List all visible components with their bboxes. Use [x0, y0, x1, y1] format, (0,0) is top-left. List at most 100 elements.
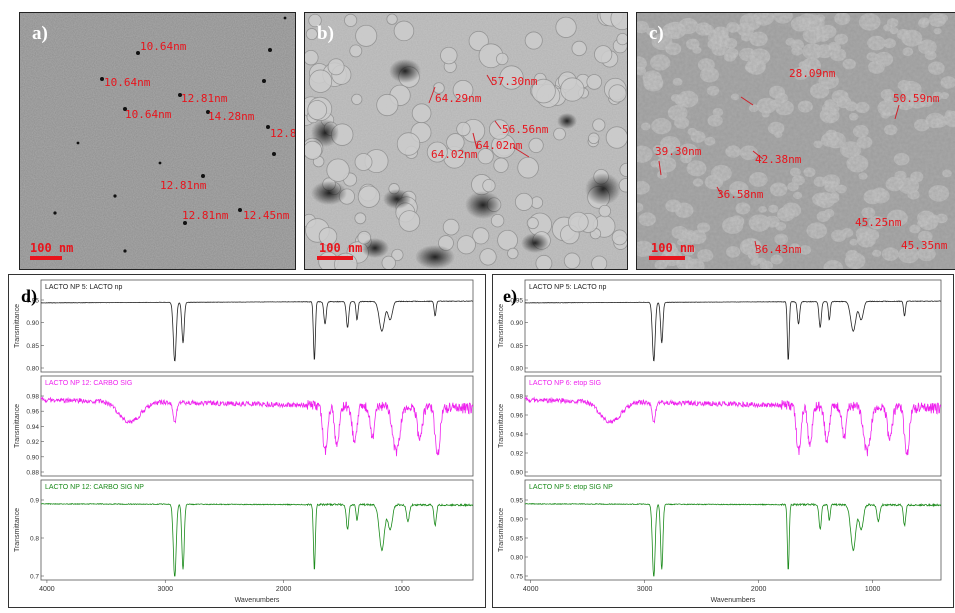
x-tick-label: 3000 [637, 586, 653, 593]
spectrum-trace [524, 300, 941, 362]
y-tick-label: 0.90 [26, 454, 39, 461]
y-tick-label: 0.92 [510, 451, 523, 458]
y-tick-label: 0.8 [30, 536, 39, 543]
y-tick-label: 0.90 [510, 320, 523, 327]
spectrum-frame [524, 375, 942, 477]
spectrum-title: LACTO NP 5: LACTO np [529, 284, 607, 291]
tem-image-c [637, 13, 955, 269]
spectrum-frame [40, 279, 474, 373]
y-axis-label: Transmittance [14, 404, 21, 448]
y-tick-label: 0.95 [510, 298, 523, 305]
x-tick-label: 1000 [865, 586, 881, 593]
panel-label-d: d) [21, 286, 38, 306]
x-tick-label: 4000 [39, 586, 55, 593]
y-tick-label: 0.94 [510, 432, 523, 439]
panel-label-a: a) [32, 23, 48, 44]
y-tick-label: 0.90 [510, 517, 523, 524]
spectrum-title: LACTO NP 12: CARBO SIG NP [45, 484, 144, 491]
scale-bar-label: 100 nm [651, 241, 695, 255]
ir-panel-d: LACTO NP 5: LACTO np 0.95 0.90 0.85 0.80 Tran… [8, 274, 486, 608]
measurement-label: 12.81nm [182, 209, 229, 222]
measurement-label: 12.81nm [160, 179, 207, 192]
measurement-label: 45.35nm [901, 239, 948, 252]
y-axis-label: Transmittance [498, 508, 505, 552]
measurement-label: 14.28nm [208, 110, 255, 123]
y-axis-label: Transmittance [14, 304, 21, 348]
measurement-label: 64.29nm [435, 92, 482, 105]
y-tick-label: 0.80 [510, 555, 523, 562]
spectrum-frame [40, 375, 474, 477]
particle-cluster [305, 13, 627, 269]
panel-label-b: b) [317, 23, 334, 44]
y-tick-label: 0.96 [26, 409, 39, 416]
spectrum-trace [40, 300, 473, 362]
y-tick-label: 0.80 [26, 366, 39, 373]
spectrum-title: LACTO NP 5: LACTO np [45, 284, 123, 291]
measurement-label: 10.64nm [104, 76, 151, 89]
measurement-label: 12.8 [270, 127, 296, 140]
y-tick-label: 0.95 [26, 298, 39, 305]
y-tick-label: 0.88 [26, 470, 39, 477]
scale-bar [30, 256, 62, 260]
y-tick-label: 0.80 [510, 366, 523, 373]
measurement-label: 64.02nm [431, 148, 478, 161]
spectrum-trace [524, 502, 942, 577]
y-tick-label: 0.90 [510, 470, 523, 477]
measurement-label: 10.64nm [125, 108, 172, 121]
x-tick-label: 2000 [276, 586, 292, 593]
panel-label-c: c) [649, 23, 664, 44]
tem-image-b [305, 13, 627, 269]
tem-panel-c: c) 28.09nm 50.59nm 39.30nm 42.38nm 36.58… [636, 12, 955, 270]
spectrum-trace [524, 396, 942, 457]
measurement-label: 10.64nm [140, 40, 187, 53]
x-tick-label: 2000 [751, 586, 767, 593]
y-tick-label: 0.9 [30, 498, 39, 505]
scale-bar [317, 256, 353, 260]
measurement-label: 64.02nm [476, 139, 523, 152]
y-tick-label: 0.85 [510, 536, 523, 543]
ir-spectra-e: LACTO NP 5: LACTO np 0.95 0.90 0.85 0.80 Tran… [498, 279, 942, 604]
x-tick-label: 1000 [394, 586, 410, 593]
measurement-label: 50.59nm [893, 92, 940, 105]
measurement-label: 45.25nm [855, 216, 902, 229]
spectrum-trace [40, 502, 474, 577]
ir-spectra-d: LACTO NP 5: LACTO np 0.95 0.90 0.85 0.80 Tran… [14, 279, 474, 604]
y-axis-label: Transmittance [498, 304, 505, 348]
ir-panel-e: LACTO NP 5: LACTO np 0.95 0.90 0.85 0.80 Tran… [492, 274, 954, 608]
x-axis-label: Wavenumbers [711, 597, 756, 604]
y-tick-label: 0.7 [30, 574, 39, 581]
tem-panel-a: a) 10.64nm 10.64nm 12.81nm 10.64nm 14.28… [19, 12, 296, 270]
spectrum-frame [40, 479, 474, 581]
spectrum-frame [524, 479, 942, 581]
y-tick-label: 0.98 [510, 394, 523, 401]
x-axis-label: Wavenumbers [235, 597, 280, 604]
y-tick-label: 0.96 [510, 413, 523, 420]
x-tick-label: 3000 [157, 586, 173, 593]
measurement-label: 36.58nm [717, 188, 764, 201]
x-tick-label: 4000 [523, 586, 539, 593]
y-tick-label: 0.94 [26, 424, 39, 431]
measurement-label: 12.81nm [181, 92, 228, 105]
y-tick-label: 0.92 [26, 439, 39, 446]
spectrum-frame [524, 279, 942, 373]
measurement-label: 57.30nm [491, 75, 538, 88]
measurement-label: 36.43nm [755, 243, 802, 256]
y-tick-label: 0.95 [510, 498, 523, 505]
y-tick-label: 0.98 [26, 394, 39, 401]
scale-bar-label: 100 nm [319, 241, 363, 255]
scale-bar-label: 100 nm [30, 241, 74, 255]
measurement-label: 42.38nm [755, 153, 802, 166]
y-tick-label: 0.85 [510, 343, 523, 350]
y-axis-label: Transmittance [498, 404, 505, 448]
tem-panel-b: b) 57.30nm 64.29nm 56.56nm 64.02nm 64.02… [304, 12, 628, 270]
y-axis-label: Transmittance [14, 508, 21, 552]
tem-image-a [20, 13, 295, 269]
measurement-label: 39.30nm [655, 145, 702, 158]
y-tick-label: 0.75 [510, 574, 523, 581]
spectrum-title: LACTO NP 5: etop SIG NP [529, 484, 613, 491]
spectrum-title: LACTO NP 6: etop SIG [529, 380, 601, 387]
y-tick-label: 0.90 [26, 320, 39, 327]
measurement-label: 28.09nm [789, 67, 836, 80]
panel-label-e: e) [503, 286, 517, 306]
spectrum-trace [40, 396, 474, 457]
